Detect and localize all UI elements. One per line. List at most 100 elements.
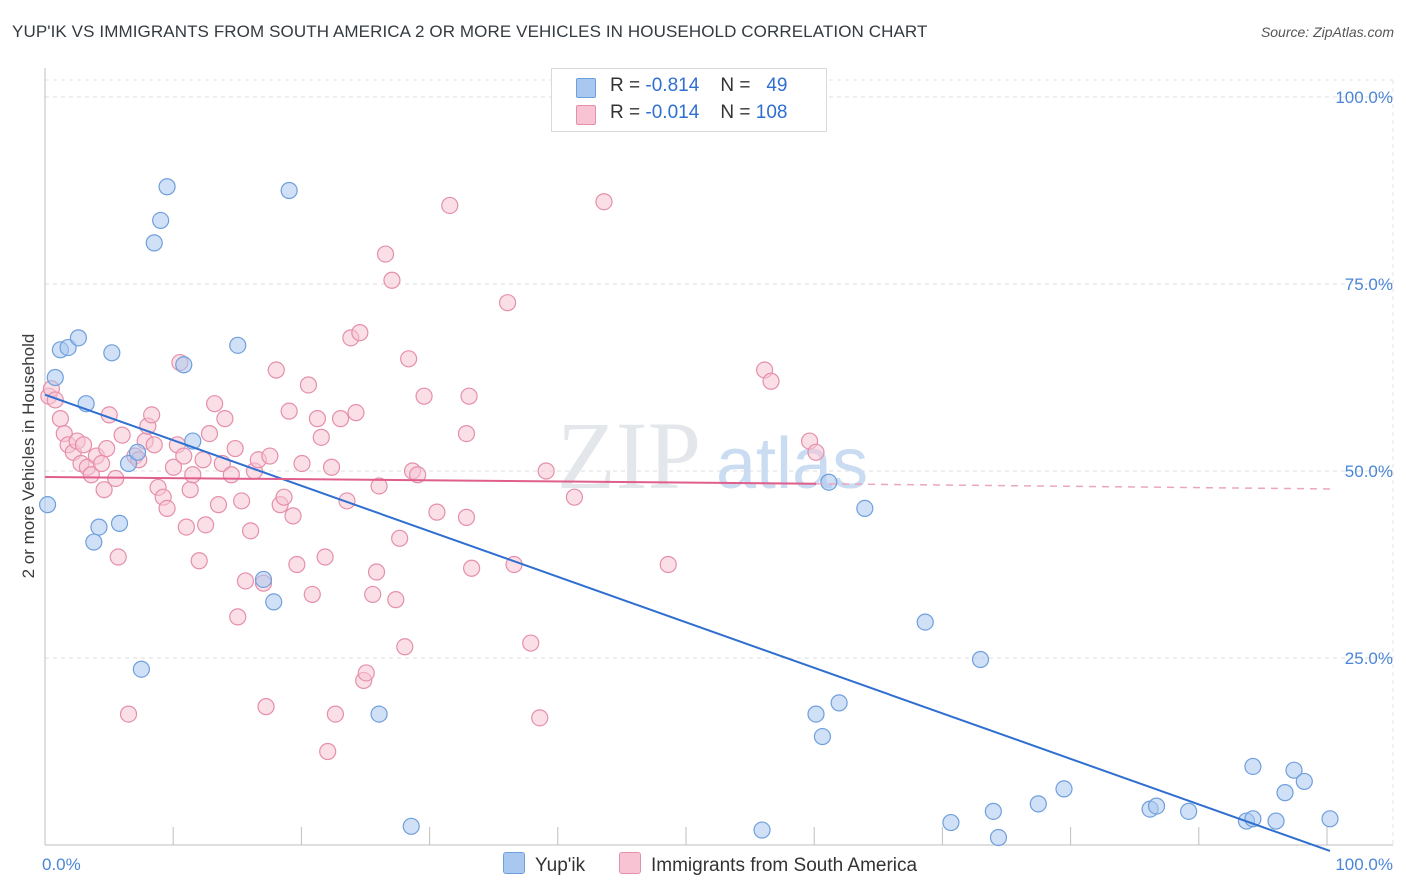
immigrants-point <box>565 488 584 506</box>
legend-swatch-yupik <box>503 852 525 874</box>
yupik-point <box>1295 772 1313 791</box>
legend-item-yupik[interactable]: Yup'ik <box>503 852 585 877</box>
yupik-point <box>103 344 121 362</box>
immigrants-point <box>441 196 459 215</box>
yupik-point <box>830 694 848 712</box>
yupik-point <box>110 514 129 532</box>
immigrants-point <box>181 481 199 499</box>
legend-r-value: -0.014 <box>645 102 700 123</box>
immigrants-point <box>92 454 111 473</box>
yupik-point <box>90 518 108 536</box>
immigrants-point <box>457 508 476 526</box>
legend-swatch-yupik <box>576 78 596 98</box>
series-yupik <box>38 178 1339 847</box>
trend-lines <box>44 393 1331 852</box>
immigrants-point <box>303 585 321 604</box>
legend-item-immigrants[interactable]: Immigrants from South America <box>619 852 917 877</box>
immigrants-point <box>383 271 401 289</box>
axes <box>44 68 1393 846</box>
y-tick-label: 50.0% <box>1345 462 1393 481</box>
y-tick-label: 75.0% <box>1345 275 1393 294</box>
yupik-point <box>916 613 934 631</box>
yupik-point <box>1321 810 1339 828</box>
immigrants-point <box>280 402 298 420</box>
yupik-point <box>38 496 57 514</box>
legend-n-label: N = <box>720 75 751 96</box>
x-tick-label: 100.0% <box>1335 855 1393 874</box>
yupik-point <box>175 356 193 374</box>
immigrants-point <box>499 294 517 312</box>
immigrants-point <box>288 555 306 574</box>
tick-labels: 100.0% 75.0% 50.0% 25.0% 0.0% 100.0% <box>42 88 1393 874</box>
immigrants-point <box>275 488 293 506</box>
immigrants-point <box>400 350 418 368</box>
yupik-point <box>119 454 138 473</box>
immigrants-point <box>284 507 302 525</box>
yupik-point <box>370 705 388 723</box>
legend-n-value: 49 <box>766 75 788 96</box>
watermark-zip: ZIP <box>557 402 701 509</box>
yupik-point <box>1276 784 1294 802</box>
yupik-point <box>1147 797 1166 815</box>
immigrants-point <box>119 705 138 723</box>
immigrants-point <box>95 481 113 499</box>
immigrants-point <box>319 742 337 761</box>
immigrants-point <box>109 548 127 566</box>
immigrants-point <box>457 425 476 443</box>
yupik-point <box>753 821 771 839</box>
y-tick-label: 25.0% <box>1345 649 1393 668</box>
immigrants-point <box>460 387 478 405</box>
immigrants-point <box>312 428 330 446</box>
immigrants-point <box>267 361 285 379</box>
yupik-point <box>145 234 163 252</box>
yupik-point <box>254 570 273 589</box>
immigrants-point <box>595 193 613 211</box>
immigrants-point <box>322 458 341 476</box>
series-immigrants-south-america <box>40 193 825 761</box>
yupik-point <box>69 329 88 347</box>
legend-swatch-immigrants <box>619 852 641 874</box>
immigrants-point <box>177 518 195 536</box>
yupik-point <box>989 828 1008 847</box>
immigrants-point <box>331 410 350 428</box>
yupik-point <box>1180 802 1198 820</box>
immigrants-point <box>531 709 549 727</box>
yupik-point <box>1244 757 1262 776</box>
immigrants-point <box>158 499 176 517</box>
immigrants-point <box>387 591 405 609</box>
stats-legend: R = -0.814 N = 49 R = -0.014 N = 108 <box>551 68 827 132</box>
immigrants-point <box>762 372 780 390</box>
yupik-point <box>971 650 990 669</box>
yupik-point <box>1055 780 1073 798</box>
immigrants-point <box>522 634 540 652</box>
yupik-point <box>984 802 1002 820</box>
immigrants-point <box>74 436 93 454</box>
chart-source: Source: ZipAtlas.com <box>1260 24 1394 40</box>
trend-line-immigrants <box>44 475 817 485</box>
yupik-point <box>402 817 420 835</box>
immigrants-point <box>428 503 446 521</box>
immigrants-point <box>347 404 365 422</box>
immigrants-point <box>184 466 202 484</box>
immigrants-point <box>222 466 240 484</box>
immigrants-point <box>175 447 193 465</box>
immigrants-point <box>376 245 395 263</box>
chart-title: YUP'IK VS IMMIGRANTS FROM SOUTH AMERICA … <box>12 22 928 41</box>
immigrants-point <box>370 477 388 495</box>
immigrants-point <box>351 324 369 342</box>
immigrants-point <box>143 406 161 424</box>
legend-r-label: R = <box>610 75 641 96</box>
yupik-point <box>856 499 874 517</box>
legend-label-yupik: Yup'ik <box>535 855 586 876</box>
immigrants-point <box>293 454 311 473</box>
immigrants-point <box>364 585 382 604</box>
yupik-point <box>807 705 825 723</box>
trend-line-yupik <box>44 393 1331 852</box>
immigrants-point <box>200 425 219 443</box>
immigrants-point <box>308 410 327 428</box>
immigrants-point <box>98 439 116 458</box>
yupik-point <box>152 211 170 230</box>
trend-line-immigrants-extrapolated <box>815 482 1331 490</box>
yupik-point <box>1285 761 1303 779</box>
